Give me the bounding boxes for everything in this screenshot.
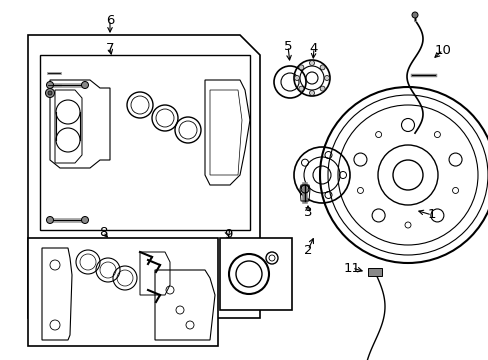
Text: 7: 7 bbox=[105, 41, 114, 54]
Circle shape bbox=[81, 81, 88, 89]
Circle shape bbox=[48, 91, 52, 95]
Text: 3: 3 bbox=[303, 207, 312, 220]
Circle shape bbox=[294, 76, 299, 81]
Bar bbox=[367, 268, 381, 276]
Text: 8: 8 bbox=[99, 225, 107, 238]
Text: 11: 11 bbox=[343, 261, 360, 274]
Text: 10: 10 bbox=[434, 44, 450, 57]
Circle shape bbox=[324, 76, 329, 81]
Circle shape bbox=[320, 65, 325, 70]
Circle shape bbox=[298, 86, 303, 91]
Bar bbox=[28, 238, 218, 346]
Circle shape bbox=[309, 60, 314, 66]
Text: 4: 4 bbox=[309, 41, 318, 54]
Text: 9: 9 bbox=[224, 228, 232, 240]
Bar bbox=[40, 55, 249, 230]
Circle shape bbox=[81, 216, 88, 224]
Circle shape bbox=[45, 89, 54, 98]
Text: 1: 1 bbox=[427, 208, 435, 221]
Text: 5: 5 bbox=[283, 40, 292, 53]
Circle shape bbox=[298, 65, 303, 70]
Bar bbox=[220, 238, 291, 310]
Text: 6: 6 bbox=[105, 13, 114, 27]
Circle shape bbox=[46, 81, 53, 89]
Circle shape bbox=[411, 12, 417, 18]
Circle shape bbox=[320, 86, 325, 91]
Circle shape bbox=[309, 90, 314, 95]
Circle shape bbox=[46, 216, 53, 224]
Text: 2: 2 bbox=[303, 243, 312, 256]
